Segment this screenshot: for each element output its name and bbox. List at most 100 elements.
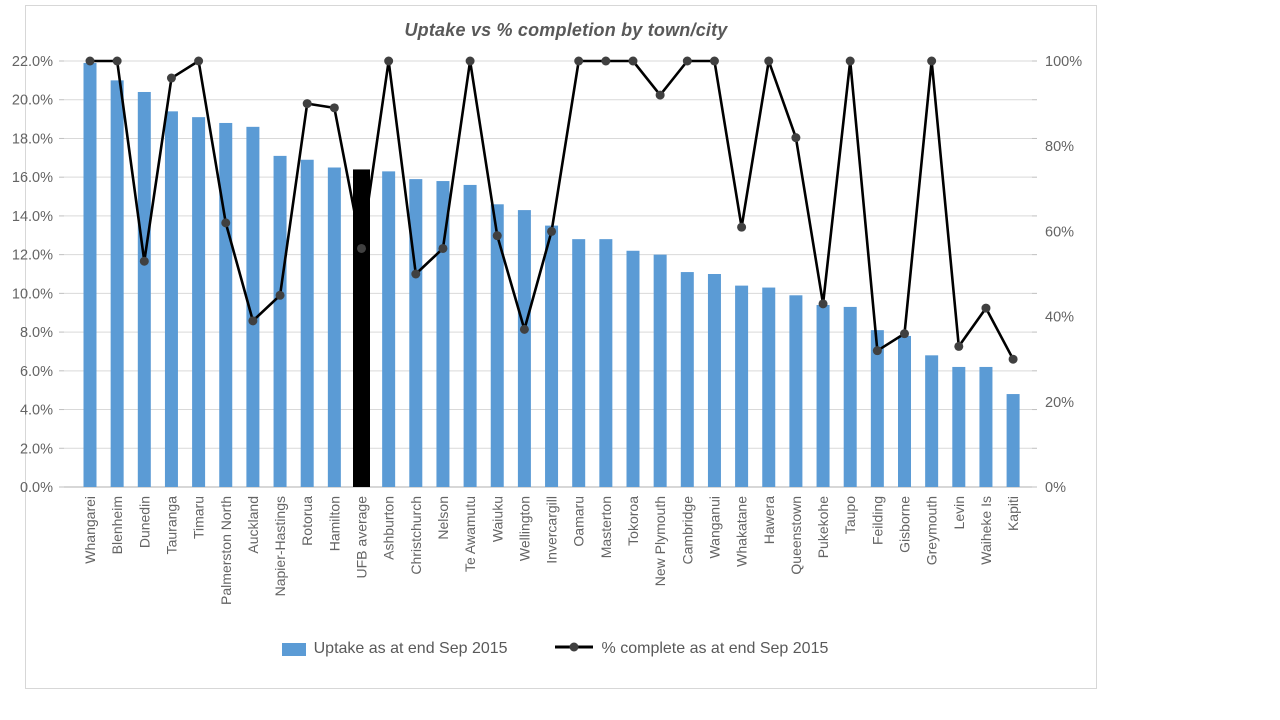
line-point: [384, 56, 394, 66]
left-axis-label: 20.0%: [12, 93, 53, 109]
bar: [382, 171, 396, 487]
line-point: [601, 56, 611, 66]
x-axis-label: Waiheke Is: [978, 496, 994, 565]
bar: [110, 80, 124, 487]
line-point: [112, 56, 122, 66]
line-point: [302, 99, 312, 109]
chart-title: Uptake vs % completion by town/city: [404, 20, 728, 40]
x-axis-label: Cambridge: [679, 496, 695, 565]
x-axis-label: Tokoroa: [625, 496, 641, 546]
x-axis-label: Levin: [951, 496, 967, 529]
x-axis-label: Kapiti: [1005, 496, 1021, 531]
bar: [300, 159, 314, 487]
right-axis-label: 0%: [1045, 480, 1066, 496]
bar: [735, 285, 749, 487]
bar: [463, 184, 477, 487]
bar: [653, 254, 667, 487]
x-axis-label: Rotorua: [299, 496, 315, 546]
line-point: [139, 256, 149, 266]
bar: [789, 295, 803, 487]
x-axis-label: Nelson: [435, 496, 451, 540]
x-axis-label: Christchurch: [408, 496, 424, 575]
x-axis-label: Tauranga: [163, 496, 179, 555]
left-axis-label: 0.0%: [20, 480, 53, 496]
line-point: [275, 290, 285, 300]
x-axis-label: Oamaru: [571, 496, 587, 547]
bar: [599, 239, 613, 487]
x-axis-label: Gisborne: [897, 496, 913, 553]
left-axis-label: 2.0%: [20, 441, 53, 457]
x-axis-label: Timaru: [191, 496, 207, 539]
legend-item-uptake: Uptake as at end Sep 2015: [281, 640, 508, 658]
legend-label-uptake: Uptake as at end Sep 2015: [313, 640, 508, 657]
line-point: [845, 56, 855, 66]
bar: [952, 366, 966, 487]
left-axis-label: 10.0%: [12, 286, 53, 302]
bar: [273, 155, 287, 487]
x-axis-label: Whangarei: [82, 496, 98, 564]
line-point: [709, 56, 719, 66]
left-axis-label: 4.0%: [20, 403, 53, 419]
bar: [219, 122, 233, 488]
line-point: [900, 329, 909, 339]
bar: [707, 274, 721, 487]
bar: [409, 179, 423, 488]
bar: [490, 204, 504, 488]
bar: [246, 126, 260, 487]
x-axis-label: Napier-Hastings: [272, 496, 288, 596]
bar-series-swatch-icon: [281, 642, 306, 656]
x-axis-label: Greymouth: [924, 496, 940, 565]
x-axis-label: New Plymouth: [652, 496, 668, 586]
bar: [626, 250, 640, 487]
line-point: [492, 231, 502, 241]
line-point: [329, 103, 339, 113]
line-point: [85, 56, 95, 66]
bar: [545, 225, 559, 487]
bar: [83, 62, 97, 487]
left-axis-label: 22.0%: [12, 54, 53, 70]
x-axis-label: UFB average: [354, 496, 370, 579]
line-point: [194, 56, 204, 66]
line-point: [357, 243, 366, 253]
right-axis-label: 100%: [1045, 54, 1082, 70]
legend-item-complete: % complete as at end Sep 2015: [554, 640, 829, 658]
line-point: [927, 56, 937, 66]
right-axis-label: 40%: [1045, 310, 1074, 326]
left-axis-label: 16.0%: [12, 170, 53, 186]
x-axis-label: Queenstown: [788, 496, 804, 575]
bar: [436, 181, 450, 487]
line-series-swatch-icon: [554, 640, 594, 658]
x-axis-label: Whakatane: [734, 496, 750, 567]
line-point: [411, 269, 421, 279]
right-axis-label: 80%: [1045, 139, 1074, 155]
line-point: [438, 243, 448, 253]
x-axis-label: Dunedin: [136, 496, 152, 548]
x-axis-label: Hamilton: [326, 496, 342, 551]
x-axis-label: Auckland: [245, 496, 261, 554]
left-axis-label: 18.0%: [12, 131, 53, 147]
left-axis-label: 8.0%: [20, 325, 53, 341]
line-point: [764, 56, 774, 66]
legend-label-complete: % complete as at end Sep 2015: [601, 640, 829, 657]
bar: [843, 306, 857, 487]
bar: [898, 335, 911, 487]
left-axis-label: 14.0%: [12, 209, 53, 225]
line-point: [574, 56, 584, 66]
x-axis-label: Wanganui: [706, 496, 722, 559]
line-point: [221, 218, 231, 228]
bar: [925, 355, 939, 487]
x-axis-label: Blenheim: [109, 496, 125, 554]
line-point: [872, 346, 882, 356]
x-axis-label: Hawera: [761, 496, 777, 544]
bar: [870, 330, 884, 487]
x-axis-label: Waiuku: [489, 496, 505, 542]
x-axis-label: Te Awamutu: [462, 496, 478, 572]
line-point: [791, 133, 801, 143]
line-point: [465, 56, 475, 66]
right-axis-label: 20%: [1045, 395, 1074, 411]
line-point: [166, 73, 176, 83]
x-axis-label: Feilding: [869, 496, 885, 545]
left-axis-label: 12.0%: [12, 248, 53, 264]
x-axis-label: Wellington: [516, 496, 532, 561]
x-axis-label: Taupo: [842, 496, 858, 534]
